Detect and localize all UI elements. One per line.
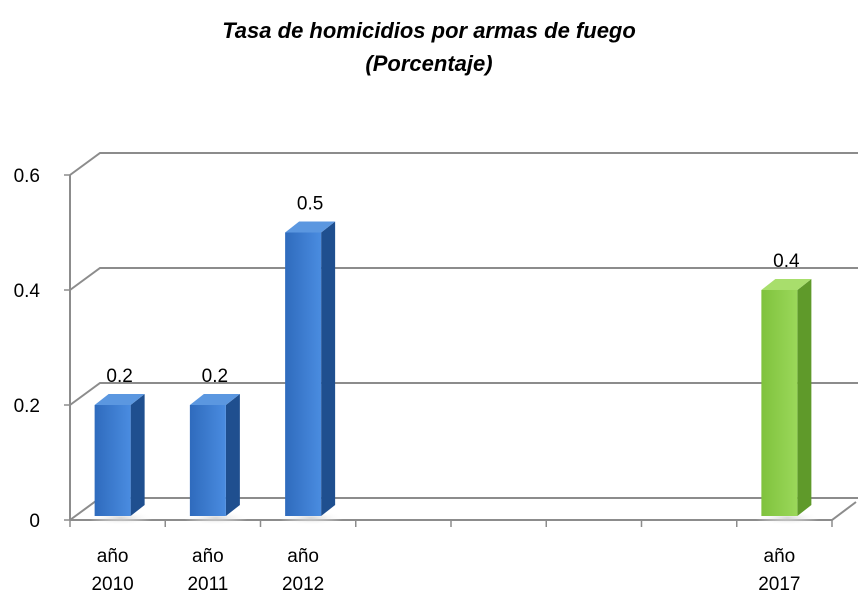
bar: [94, 405, 131, 516]
bar: [761, 290, 798, 516]
x-tick-label: 2012: [282, 574, 324, 595]
x-tick-label: año: [287, 546, 319, 567]
data-label: 0.4: [773, 251, 800, 272]
bar-side: [797, 279, 812, 516]
y-tick-label: 0.6: [14, 166, 40, 187]
bar-side: [130, 394, 145, 516]
chart-title-main: Tasa de homicidios por armas de fuego: [222, 18, 636, 43]
y-tick-label: 0: [29, 511, 40, 532]
y-tick-label: 0.4: [14, 281, 41, 302]
x-tick-label: 2010: [91, 574, 133, 595]
x-tick-label: año: [764, 546, 796, 567]
x-tick-label: 2011: [187, 574, 228, 595]
chart-subtitle: (Porcentaje): [365, 51, 493, 76]
bar-side: [321, 221, 336, 516]
data-label: 0.2: [202, 366, 228, 387]
data-label: 0.5: [297, 194, 323, 215]
bar-top: [94, 394, 145, 405]
bar-top: [189, 394, 240, 405]
x-tick-label: año: [97, 546, 129, 567]
bar-top: [285, 221, 336, 233]
x-tick-label: año: [192, 546, 224, 567]
gridline: [69, 382, 858, 406]
gridline: [69, 152, 858, 176]
y-tick-label: 0.2: [14, 396, 40, 417]
bar-top: [761, 279, 812, 290]
bar: [285, 232, 322, 516]
gridline: [69, 267, 858, 291]
bar-side: [225, 394, 240, 516]
data-label: 0.2: [106, 366, 132, 387]
chart-title: Tasa de homicidios por armas de fuego (P…: [0, 14, 858, 80]
bar: [189, 405, 226, 516]
x-tick-label: 2017: [758, 574, 800, 595]
